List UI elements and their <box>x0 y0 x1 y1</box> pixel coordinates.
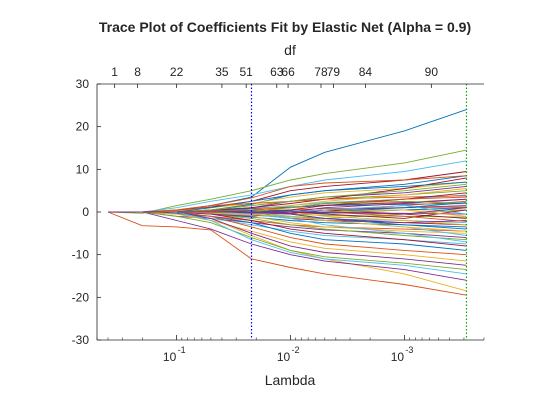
x-tick-label: 10 <box>391 350 405 364</box>
coefficient-trace-60 <box>108 207 467 215</box>
reference-lines <box>250 84 468 340</box>
df-tick-label: 84 <box>359 65 373 79</box>
df-tick-label: 1 <box>111 65 118 79</box>
y-tick-label: -10 <box>72 248 90 262</box>
y-tick-label: 30 <box>76 77 90 91</box>
coefficient-trace-6 <box>108 160 467 213</box>
df-tick-label: 35 <box>215 65 229 79</box>
df-tick-label: 79 <box>327 65 341 79</box>
df-tick-label: 51 <box>239 65 253 79</box>
x-tick-exponent: -1 <box>178 345 186 355</box>
coefficient-trace-33 <box>108 211 467 271</box>
df-tick-label: 22 <box>170 65 184 79</box>
chart-title: Trace Plot of Coefficients Fit by Elasti… <box>99 19 471 35</box>
x-tick-label: 10 <box>277 350 291 364</box>
x-tick-exponent: -3 <box>405 345 413 355</box>
x-axis-label: Lambda <box>265 372 316 388</box>
df-tick-label: 66 <box>281 65 295 79</box>
y-tick-label: 20 <box>76 120 90 134</box>
df-tick-label: 63 <box>270 65 284 79</box>
coefficient-trace-4 <box>108 211 467 281</box>
df-tick-label: 78 <box>314 65 328 79</box>
x-tick-label: 10 <box>163 350 177 364</box>
x-tick-exponent: -2 <box>292 345 300 355</box>
df-tick-label: 90 <box>425 65 439 79</box>
y-tick-label: -30 <box>72 333 90 347</box>
y-tick-label: 0 <box>82 205 89 219</box>
y-tick-label: -20 <box>72 290 90 304</box>
df-tick-label: 8 <box>134 65 141 79</box>
y-tick-label: 10 <box>76 162 90 176</box>
coefficient-trace-2 <box>107 211 467 296</box>
top-axis-label: df <box>284 42 296 58</box>
